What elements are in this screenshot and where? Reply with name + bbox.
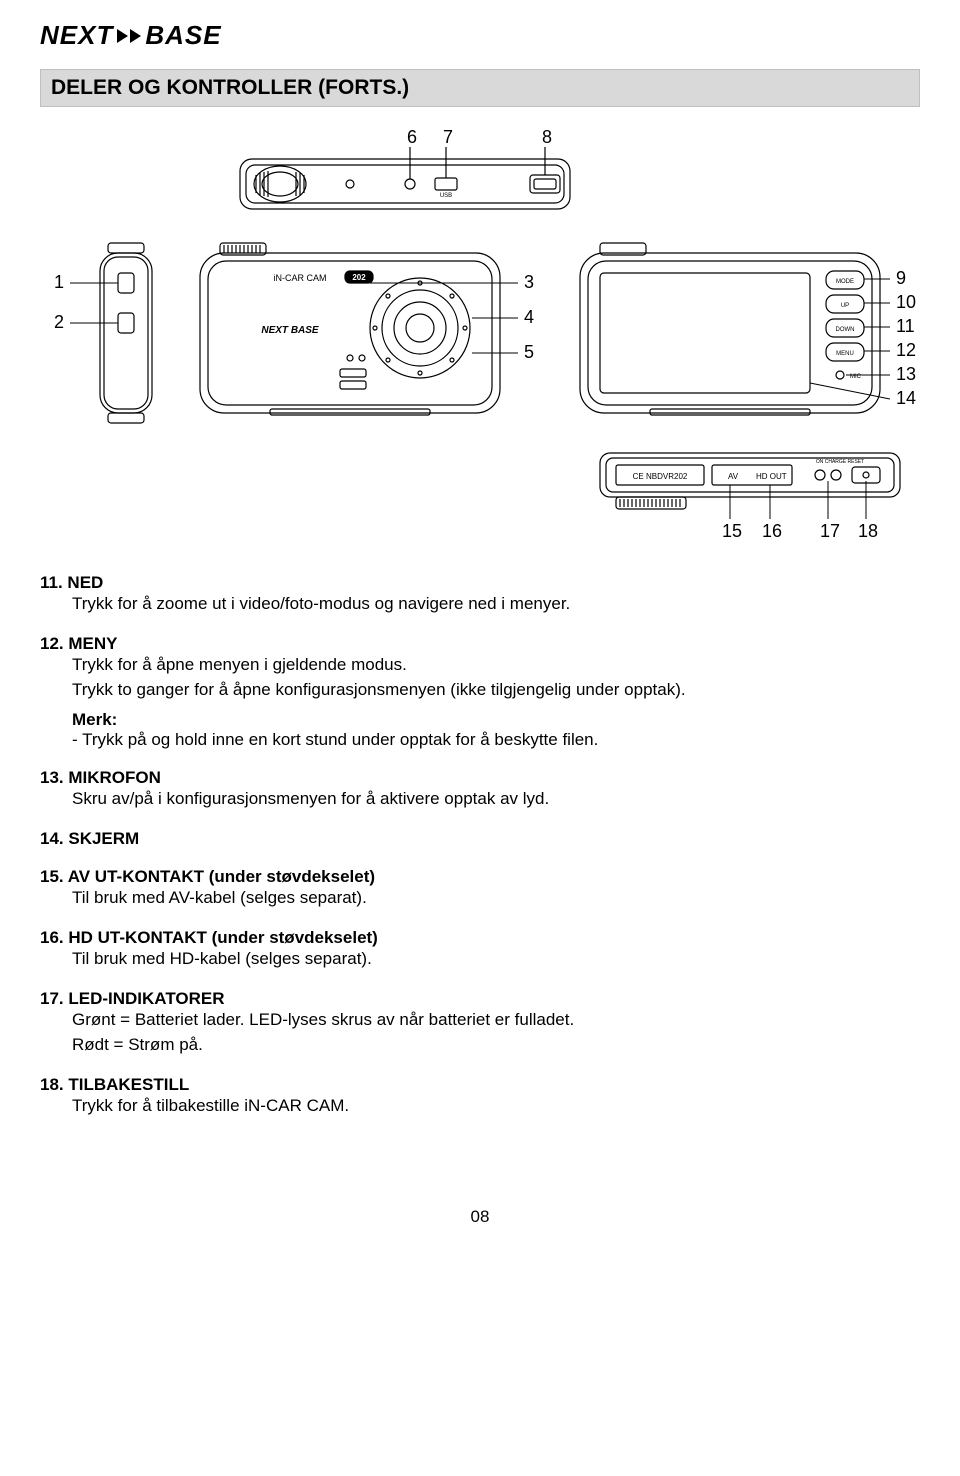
svg-text:ON CHARGE RESET: ON CHARGE RESET [816,459,864,465]
item-number: 17. [40,989,68,1008]
item-body: Trykk for å åpne menyen i gjeldende modu… [72,654,920,702]
item-heading: 18. TILBAKESTILL [40,1075,920,1095]
item-body: Trykk for å zoome ut i video/foto-modus … [72,593,920,616]
item-body: Til bruk med HD-kabel (selges separat). [72,948,920,971]
logo-arrow-icon [117,29,128,43]
item-heading: 12. MENY [40,634,920,654]
item-name: MIKROFON [68,768,161,787]
svg-text:AV: AV [728,472,739,481]
list-item: 14. SKJERM [40,829,920,849]
item-note: Merk:- Trykk på og hold inne en kort stu… [72,710,920,750]
svg-text:8: 8 [542,127,552,147]
item-heading: 13. MIKROFON [40,768,920,788]
svg-text:iN-CAR CAM: iN-CAR CAM [274,273,327,283]
item-line: Rødt = Strøm på. [72,1034,920,1057]
description-list: 11. NEDTrykk for å zoome ut i video/foto… [40,573,920,1117]
item-line: Skru av/på i konfigurasjonsmenyen for å … [72,788,920,811]
item-number: 15. [40,867,68,886]
item-heading: 16. HD UT-KONTAKT (under støvdekselet) [40,928,920,948]
note-line: - Trykk på og hold inne en kort stund un… [72,730,920,750]
item-number: 11. [40,573,67,592]
svg-text:1: 1 [54,272,64,292]
svg-text:6: 6 [407,127,417,147]
item-body: Grønt = Batteriet lader. LED-lyses skrus… [72,1009,920,1057]
item-heading: 17. LED-INDIKATORER [40,989,920,1009]
front-view: iN-CAR CAM 202 NEXT BASE [200,243,500,415]
page-number: 08 [40,1207,920,1227]
svg-text:UP: UP [841,303,849,309]
top-view: USB [240,147,570,209]
svg-text:3: 3 [524,272,534,292]
svg-text:202: 202 [352,273,366,282]
svg-text:2: 2 [54,312,64,332]
bottom-view: CE NBDVR202 AV HD OUT ON CHARGE RESET [600,453,900,509]
svg-text:9: 9 [896,268,906,288]
svg-text:4: 4 [524,307,534,327]
svg-text:HD OUT: HD OUT [756,472,787,481]
svg-text:USB: USB [440,193,452,199]
svg-text:16: 16 [762,521,782,541]
item-heading: 15. AV UT-KONTAKT (under støvdekselet) [40,867,920,887]
list-item: 18. TILBAKESTILLTrykk for å tilbakestill… [40,1075,920,1118]
side-view [100,243,152,423]
list-item: 13. MIKROFONSkru av/på i konfigurasjonsm… [40,768,920,811]
list-item: 11. NEDTrykk for å zoome ut i video/foto… [40,573,920,616]
svg-text:13: 13 [896,364,916,384]
item-line: Trykk for å zoome ut i video/foto-modus … [72,593,920,616]
item-line: Til bruk med AV-kabel (selges separat). [72,887,920,910]
item-number: 14. [40,829,68,848]
item-number: 12. [40,634,68,653]
item-heading: 14. SKJERM [40,829,920,849]
svg-text:17: 17 [820,521,840,541]
item-name: SKJERM [68,829,139,848]
rear-view: MODE UP DOWN MENU MIC [580,243,880,415]
item-name: HD UT-KONTAKT (under støvdekselet) [68,928,378,947]
svg-text:14: 14 [896,388,916,408]
section-title: DELER OG KONTROLLER (FORTS.) [40,69,920,107]
item-body: Trykk for å tilbakestille iN-CAR CAM. [72,1095,920,1118]
item-line: Til bruk med HD-kabel (selges separat). [72,948,920,971]
item-body: Til bruk med AV-kabel (selges separat). [72,887,920,910]
logo-part2: BASE [145,20,221,51]
svg-text:CE NBDVR202: CE NBDVR202 [633,472,688,481]
item-number: 16. [40,928,68,947]
svg-text:15: 15 [722,521,742,541]
svg-text:12: 12 [896,340,916,360]
svg-text:MODE: MODE [836,279,854,285]
svg-text:MENU: MENU [836,351,854,357]
item-number: 18. [40,1075,68,1094]
svg-text:7: 7 [443,127,453,147]
logo-arrow-icon [130,29,141,43]
brand-logo: NEXT BASE [40,20,920,51]
item-line: Trykk for å tilbakestille iN-CAR CAM. [72,1095,920,1118]
item-line: Trykk to ganger for å åpne konfigurasjon… [72,679,920,702]
item-line: Grønt = Batteriet lader. LED-lyses skrus… [72,1009,920,1032]
item-name: MENY [68,634,117,653]
item-line: Trykk for å åpne menyen i gjeldende modu… [72,654,920,677]
item-name: TILBAKESTILL [68,1075,189,1094]
item-name: LED-INDIKATORER [68,989,224,1008]
item-name: AV UT-KONTAKT (under støvdekselet) [68,867,375,886]
svg-text:10: 10 [896,292,916,312]
item-body: Skru av/på i konfigurasjonsmenyen for å … [72,788,920,811]
item-heading: 11. NED [40,573,920,593]
list-item: 15. AV UT-KONTAKT (under støvdekselet)Ti… [40,867,920,910]
list-item: 17. LED-INDIKATORERGrønt = Batteriet lad… [40,989,920,1057]
logo-part1: NEXT [40,20,113,51]
device-diagram: USB 6 7 8 1 2 [40,123,920,553]
svg-text:11: 11 [896,316,915,336]
item-name: NED [67,573,103,592]
svg-text:5: 5 [524,342,534,362]
svg-text:NEXT BASE: NEXT BASE [261,325,319,336]
list-item: 12. MENYTrykk for å åpne menyen i gjelde… [40,634,920,750]
list-item: 16. HD UT-KONTAKT (under støvdekselet)Ti… [40,928,920,971]
item-number: 13. [40,768,68,787]
svg-text:18: 18 [858,521,878,541]
svg-text:DOWN: DOWN [836,327,855,333]
note-label: Merk: [72,710,117,729]
